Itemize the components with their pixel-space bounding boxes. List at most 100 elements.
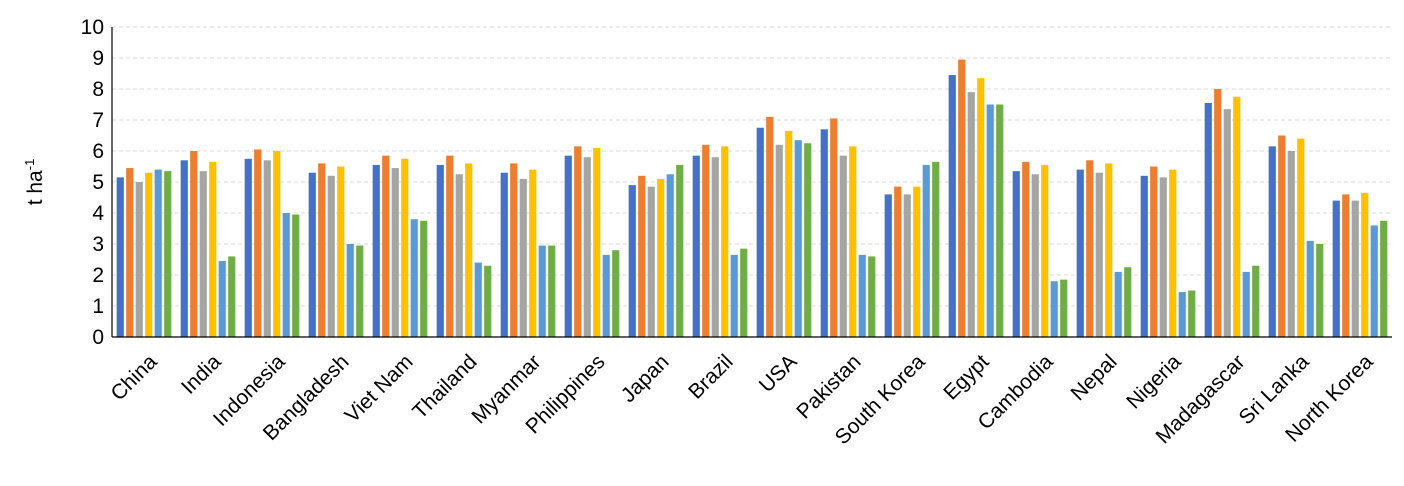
- bar: [1050, 281, 1058, 337]
- bar: [1332, 200, 1340, 337]
- bar: [318, 163, 326, 337]
- bar: [1252, 265, 1260, 337]
- axes: [111, 27, 1392, 338]
- bar: [647, 186, 655, 337]
- bar: [1105, 163, 1113, 337]
- bar: [372, 164, 380, 337]
- y-axis-title: t ha-1: [22, 159, 47, 206]
- bar: [1380, 220, 1388, 337]
- bar: [612, 250, 620, 337]
- y-axis-title-superscript: -1: [22, 159, 37, 171]
- y-tick-labels: 0 1 2 3 4 5 6 7 8 9 10: [81, 16, 105, 349]
- y-tick-label: 7: [92, 109, 104, 132]
- bar: [218, 261, 226, 337]
- bar: [711, 157, 719, 337]
- bar: [721, 146, 729, 337]
- bar: [164, 171, 172, 337]
- bar: [785, 130, 793, 337]
- bar: [692, 155, 700, 337]
- x-category-label: Egypt: [939, 350, 993, 404]
- y-tick-label: 1: [92, 295, 104, 318]
- bar: [868, 256, 876, 337]
- bar: [756, 127, 764, 337]
- y-tick-label: 6: [92, 140, 104, 163]
- bar: [455, 174, 463, 337]
- bar: [932, 161, 940, 337]
- bar: [145, 172, 153, 337]
- bar: [666, 174, 674, 337]
- bar: [1124, 267, 1132, 337]
- bar: [401, 158, 409, 337]
- y-tick-label: 2: [92, 264, 104, 287]
- bar: [849, 146, 857, 337]
- bar: [1278, 135, 1286, 337]
- bar: [327, 175, 335, 337]
- bar: [1233, 96, 1241, 337]
- bar: [766, 116, 774, 338]
- bar: [740, 248, 748, 337]
- bar: [1022, 161, 1030, 337]
- bar: [1223, 109, 1231, 338]
- bar: [1012, 171, 1020, 337]
- bar: [346, 244, 354, 337]
- bar: [1214, 89, 1222, 337]
- bar: [209, 161, 217, 337]
- bar: [1370, 225, 1378, 337]
- bar: [1169, 169, 1177, 337]
- y-tick-label: 3: [92, 233, 104, 256]
- bar: [986, 104, 994, 337]
- bar: [1076, 169, 1084, 337]
- bar: [292, 214, 300, 337]
- bar: [382, 155, 390, 337]
- y-axis-title-main: t ha: [24, 170, 47, 205]
- bar: [420, 220, 428, 337]
- bar: [484, 265, 492, 337]
- bar: [474, 262, 482, 337]
- y-tick-label: 10: [81, 16, 104, 39]
- bar: [1351, 200, 1359, 337]
- y-tick-label: 5: [92, 171, 104, 194]
- bar: [391, 168, 399, 337]
- x-category-label: China: [106, 350, 161, 405]
- bar: [126, 168, 134, 337]
- bar: [1306, 240, 1314, 337]
- bar: [839, 155, 847, 337]
- bar: [977, 78, 985, 338]
- x-category-label: Viet Nam: [340, 350, 417, 427]
- bar: [922, 164, 930, 337]
- bar: [830, 118, 838, 337]
- bar: [702, 144, 710, 337]
- bar: [1114, 271, 1122, 337]
- y-tick-label: 8: [92, 78, 104, 101]
- bar: [135, 182, 143, 337]
- bar: [628, 185, 636, 337]
- bar: [657, 178, 665, 337]
- bar: [593, 147, 601, 337]
- bar: [913, 186, 921, 337]
- bar: [1095, 172, 1103, 337]
- bar: [154, 169, 162, 337]
- bar: [775, 144, 783, 337]
- bar: [446, 155, 454, 337]
- bar: [1342, 194, 1350, 337]
- bar: [263, 160, 271, 337]
- bar: [804, 143, 812, 337]
- bar: [282, 213, 290, 337]
- bar: [465, 163, 473, 337]
- bar: [1031, 174, 1039, 337]
- bar: [500, 172, 508, 337]
- bar: [1268, 146, 1276, 337]
- bar: [602, 254, 610, 337]
- bar: [1188, 290, 1196, 337]
- gridlines: [112, 26, 1392, 307]
- bar: [948, 75, 956, 338]
- y-tick-label: 9: [92, 47, 104, 70]
- bar: [538, 245, 546, 337]
- bar: [1287, 151, 1295, 337]
- x-category-label: Brazil: [684, 350, 737, 403]
- bar: [1140, 175, 1148, 337]
- bar: [884, 194, 892, 337]
- bar: [199, 171, 207, 337]
